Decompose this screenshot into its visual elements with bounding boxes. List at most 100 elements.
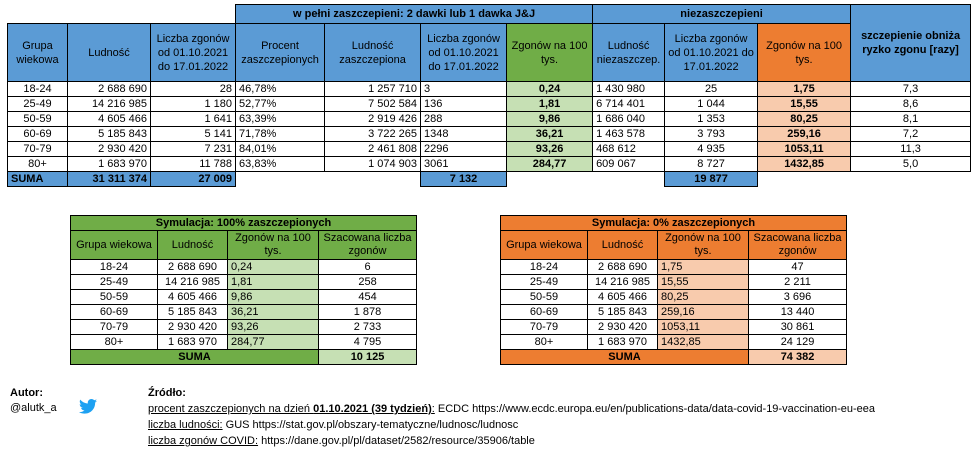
deaths-unvaccinated-cell: 25 [664,81,759,97]
age-group-cell: 18-24 [70,259,158,275]
pop-vaccinated-cell: 7 502 584 [324,96,422,112]
col-header-deaths-vaccinated: Liczba zgonów od 01.10.2021 do 17.01.202… [420,23,508,82]
age-group-cell: 80+ [70,334,158,350]
population-cell: 2 688 690 [587,259,658,275]
rate-cell: 9,86 [227,289,319,305]
source-deaths: liczba zgonów COVID: https://dane.gov.pl… [148,434,535,449]
source-population-link[interactable]: GUS https://stat.gov.pl/obszary-tematycz… [222,419,519,431]
rate-vaccinated-cell: 284,77 [506,156,594,172]
deaths-unvaccinated-cell: 1 353 [664,111,759,127]
sum-deaths-unvaccinated: 19 877 [664,171,759,187]
table-row: 80+ 1 683 970 284,77 4 795 [70,334,418,350]
vaccinated-group-header: w pełni zaszczepieni: 2 dawki lub 1 dawk… [235,4,594,24]
population-cell: 14 216 985 [587,274,658,290]
estimate-cell: 258 [317,274,418,290]
deaths-vaccinated-cell: 3061 [420,156,508,172]
sim100-col-estimate: Szacowana liczba zgonów [317,230,418,260]
population-cell: 4 605 466 [157,289,228,305]
sim100-col-rate: Zgonów na 100 tys. [227,230,319,260]
table-row: 18-24 2 688 690 1,75 47 [500,259,848,275]
age-group-cell: 18-24 [500,259,588,275]
age-group-cell: 25-49 [7,96,68,112]
deaths-unvaccinated-cell: 1 044 [664,96,759,112]
twitter-bird-icon[interactable] [79,399,97,414]
sum-label: SUMA [7,171,68,187]
estimate-cell: 47 [747,259,848,275]
col-header-rate-unvaccinated: Zgonów na 100 tys. [757,23,852,82]
rate-vaccinated-cell: 93,26 [506,141,594,157]
age-group-cell: 70-79 [70,319,158,335]
source-deaths-link[interactable]: https://dane.gov.pl/pl/dataset/2582/reso… [258,435,535,447]
author-handle[interactable]: @alutk_a [10,402,57,414]
pct-vaccinated-cell: 46,78% [235,81,326,97]
col-header-deaths-unvaccinated: Liczba zgonów od 01.10.2021 do 17.01.202… [664,23,759,82]
simulation-0-table: Symulacja: 0% zaszczepionych Grupa wieko… [499,215,848,365]
sim0-col-estimate: Szacowana liczba zgonów [747,230,848,260]
col-header-population: Ludność [67,23,151,82]
rate-cell: 80,25 [657,289,749,305]
rate-vaccinated-cell: 1,81 [506,96,594,112]
table-row: 70-79 2 930 420 7 231 84,01% 2 461 808 2296 93… [7,141,972,157]
col-header-rate-vaccinated: Zgonów na 100 tys. [506,23,594,82]
rate-unvaccinated-cell: 80,25 [757,111,852,127]
rate-cell: 15,55 [657,274,749,290]
table-row: 60-69 5 185 843 36,21 1 878 [70,304,418,320]
estimate-cell: 2 211 [747,274,848,290]
table-row: 80+ 1 683 970 11 788 63,83% 1 074 903 3061 284… [7,156,972,172]
source-population: liczba ludności: GUS https://stat.gov.pl… [148,418,518,433]
sim0-sum-label: SUMA [500,349,749,365]
pop-unvaccinated-cell: 1 686 040 [592,111,666,127]
risk-reduction-cell: 8,6 [850,96,972,112]
population-cell: 1 683 970 [157,334,228,350]
table-row: 60-69 5 185 843 5 141 71,78% 3 722 265 1348 36… [7,126,972,142]
population-cell: 2 930 420 [67,141,151,157]
rate-unvaccinated-cell: 1,75 [757,81,852,97]
population-cell: 2 930 420 [157,319,228,335]
rate-cell: 1053,11 [657,319,749,335]
age-group-cell: 18-24 [7,81,68,97]
rate-cell: 0,24 [227,259,319,275]
deaths-cell: 28 [149,81,237,97]
population-cell: 1 683 970 [67,156,151,172]
deaths-vaccinated-cell: 288 [420,111,508,127]
source-vaccination-link[interactable]: ECDC https://www.ecdc.europa.eu/en/publi… [434,403,876,415]
pop-vaccinated-cell: 2 919 426 [324,111,422,127]
rate-cell: 1,81 [227,274,319,290]
rate-vaccinated-cell: 9,86 [506,111,594,127]
rate-cell: 259,16 [657,304,749,320]
pop-unvaccinated-cell: 609 067 [592,156,666,172]
pop-vaccinated-cell: 2 461 808 [324,141,422,157]
sum-deaths: 27 009 [149,171,237,187]
pop-vaccinated-cell: 1 257 710 [324,81,422,97]
population-cell: 2 688 690 [157,259,228,275]
pop-unvaccinated-cell: 1 463 578 [592,126,666,142]
age-group-cell: 80+ [500,334,588,350]
rate-cell: 36,21 [227,304,319,320]
risk-reduction-cell: 8,1 [850,111,972,127]
rate-cell: 1432,85 [657,334,749,350]
pct-vaccinated-cell: 52,77% [235,96,326,112]
col-header-deaths: Liczba zgonów od 01.10.2021 do 17.01.202… [149,23,237,82]
risk-reduction-header: szczepienie obniża ryzko zgonu [razy] [850,4,972,82]
rate-vaccinated-cell: 36,21 [506,126,594,142]
estimate-cell: 30 861 [747,319,848,335]
table-row: 50-59 4 605 466 80,25 3 696 [500,289,848,305]
col-header-age: Grupa wiekowa [7,23,68,82]
deaths-unvaccinated-cell: 8 727 [664,156,759,172]
estimate-cell: 1 878 [317,304,418,320]
simulation-0-title: Symulacja: 0% zaszczepionych [499,215,848,231]
deaths-vaccinated-cell: 2296 [420,141,508,157]
deaths-vaccinated-cell: 3 [420,81,508,97]
estimate-cell: 2 733 [317,319,418,335]
population-cell: 1 683 970 [587,334,658,350]
unvaccinated-group-header: niezaszczepieni [592,4,852,24]
age-group-cell: 50-59 [7,111,68,127]
simulation-100-table: Symulacja: 100% zaszczepionych Grupa wie… [69,215,418,365]
table-row: 50-59 4 605 466 1 641 63,39% 2 919 426 288 9,8… [7,111,972,127]
estimate-cell: 3 696 [747,289,848,305]
estimate-cell: 13 440 [747,304,848,320]
age-group-cell: 50-59 [70,289,158,305]
population-cell: 4 605 466 [67,111,151,127]
sim0-col-rate: Zgonów na 100 tys. [657,230,749,260]
source-vaccination-label: procent zaszczepionych na dzień [148,403,314,415]
